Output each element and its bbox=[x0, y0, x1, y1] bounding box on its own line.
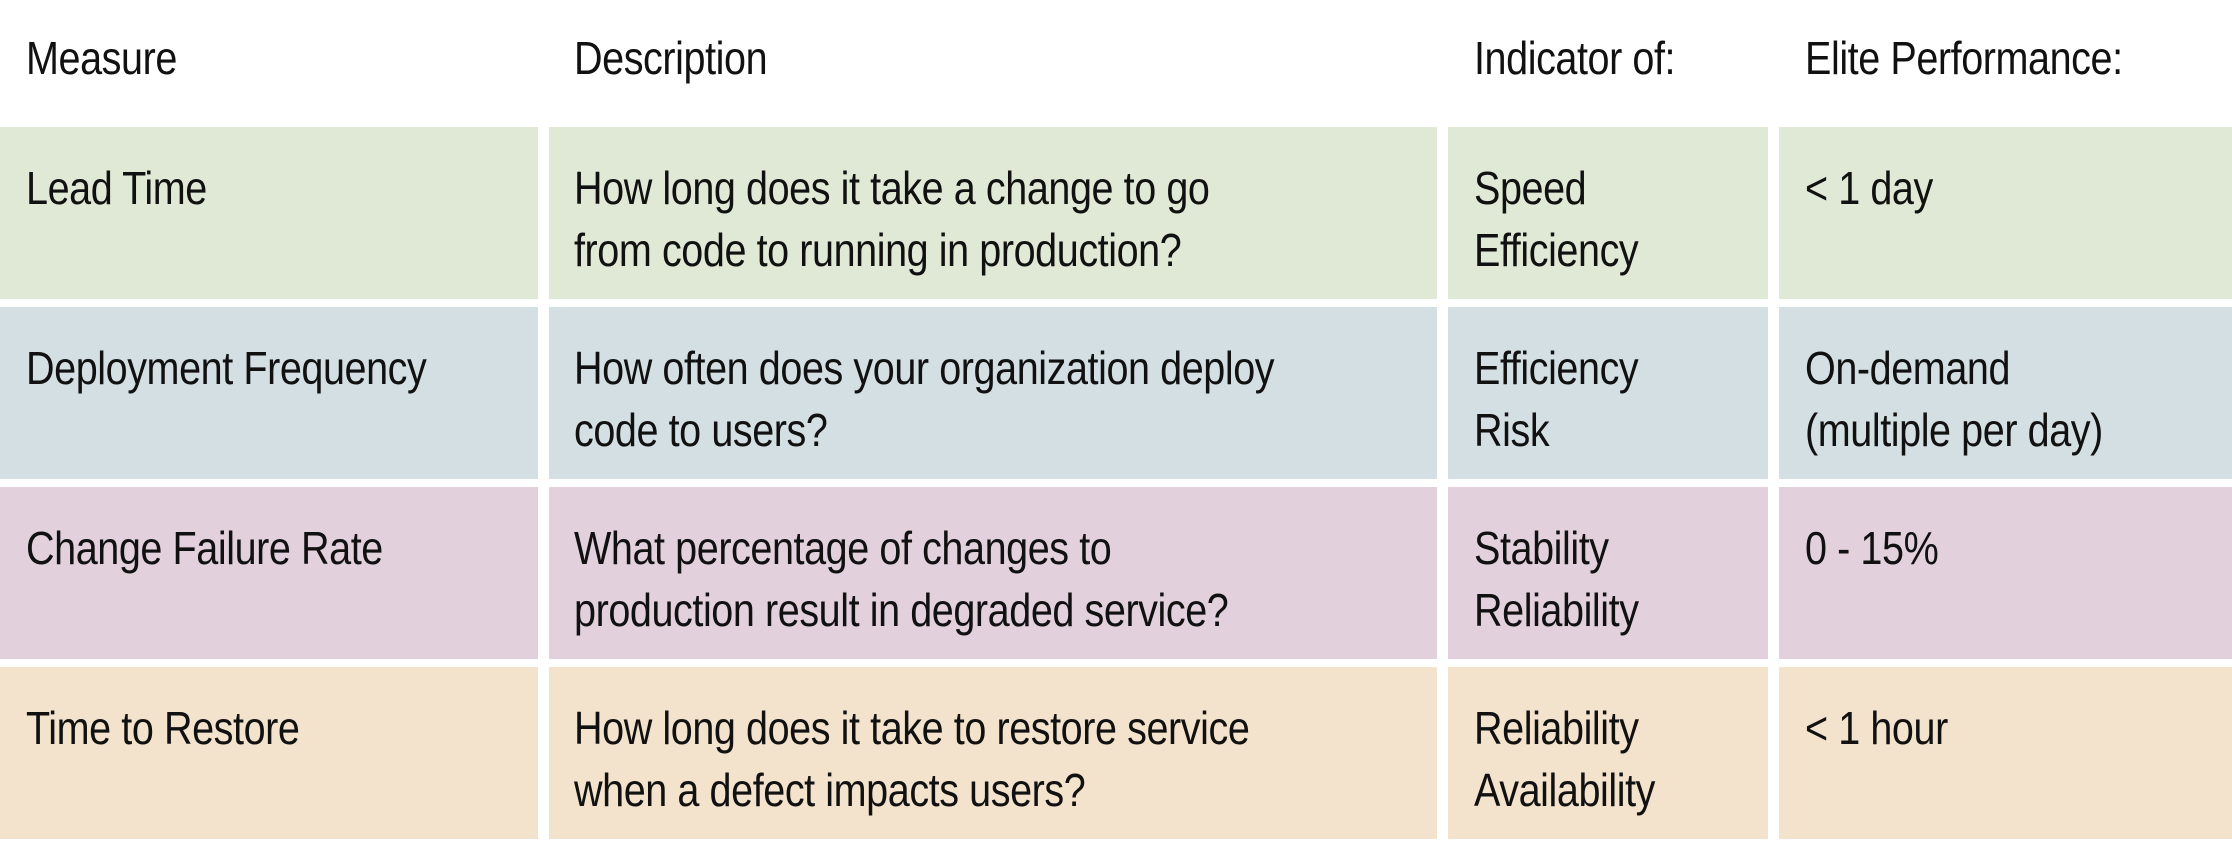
cell-measure: Deployment Frequency bbox=[0, 307, 538, 479]
table-row: Lead Time How long does it take a change… bbox=[0, 127, 2232, 299]
indicator-line: Efficiency bbox=[1474, 224, 1639, 276]
measure-label: Lead Time bbox=[26, 162, 207, 214]
cell-indicator: Stability Reliability bbox=[1448, 487, 1768, 659]
cell-elite-performance: 0 - 15% bbox=[1779, 487, 2232, 659]
cell-measure: Time to Restore bbox=[0, 667, 538, 839]
cell-description: What percentage of changes to production… bbox=[549, 487, 1437, 659]
elite-line: 0 - 15% bbox=[1805, 522, 1939, 574]
elite-text: 0 - 15% bbox=[1805, 517, 1939, 579]
indicator-line: Reliability bbox=[1474, 702, 1639, 754]
elite-text: < 1 day bbox=[1805, 157, 1933, 219]
indicator-line: Risk bbox=[1474, 404, 1550, 456]
description-line: from code to running in production? bbox=[574, 224, 1182, 276]
table-header-row: Measure Description Indicator of: Elite … bbox=[0, 0, 2232, 126]
elite-line: On-demand bbox=[1805, 342, 2011, 394]
elite-text: < 1 hour bbox=[1805, 697, 1948, 759]
elite-text: On-demand (multiple per day) bbox=[1805, 337, 2103, 461]
indicator-line: Availability bbox=[1474, 764, 1656, 816]
cell-indicator: Efficiency Risk bbox=[1448, 307, 1768, 479]
cell-description: How long does it take to restore service… bbox=[549, 667, 1437, 839]
indicator-text: Efficiency Risk bbox=[1474, 337, 1639, 461]
indicator-text: Reliability Availability bbox=[1474, 697, 1655, 821]
cell-measure: Lead Time bbox=[0, 127, 538, 299]
header-indicator: Indicator of: bbox=[1474, 32, 1676, 84]
description-text: How long does it take a change to go fro… bbox=[574, 157, 1210, 281]
measure-label: Deployment Frequency bbox=[26, 342, 427, 394]
cell-measure: Change Failure Rate bbox=[0, 487, 538, 659]
description-line: How long does it take to restore service bbox=[574, 702, 1250, 754]
cell-elite-performance: < 1 day bbox=[1779, 127, 2232, 299]
indicator-line: Stability bbox=[1474, 522, 1609, 574]
header-elite-performance: Elite Performance: bbox=[1805, 32, 2123, 84]
table-row: Time to Restore How long does it take to… bbox=[0, 667, 2232, 839]
indicator-text: Stability Reliability bbox=[1474, 517, 1639, 641]
description-line: How long does it take a change to go bbox=[574, 162, 1210, 214]
elite-line: < 1 day bbox=[1805, 162, 1933, 214]
indicator-text: Speed Efficiency bbox=[1474, 157, 1639, 281]
cell-description: How long does it take a change to go fro… bbox=[549, 127, 1437, 299]
description-line: What percentage of changes to bbox=[574, 522, 1112, 574]
cell-elite-performance: < 1 hour bbox=[1779, 667, 2232, 839]
indicator-line: Speed bbox=[1474, 162, 1587, 214]
description-line: code to users? bbox=[574, 404, 828, 456]
measure-label: Time to Restore bbox=[26, 702, 300, 754]
cell-indicator: Reliability Availability bbox=[1448, 667, 1768, 839]
description-text: What percentage of changes to production… bbox=[574, 517, 1229, 641]
indicator-line: Efficiency bbox=[1474, 342, 1639, 394]
cell-description: How often does your organization deploy … bbox=[549, 307, 1437, 479]
header-measure: Measure bbox=[26, 32, 177, 84]
description-line: when a defect impacts users? bbox=[574, 764, 1086, 816]
measure-label: Change Failure Rate bbox=[26, 522, 383, 574]
cell-elite-performance: On-demand (multiple per day) bbox=[1779, 307, 2232, 479]
table-row: Change Failure Rate What percentage of c… bbox=[0, 487, 2232, 659]
header-description: Description bbox=[574, 32, 768, 84]
cell-indicator: Speed Efficiency bbox=[1448, 127, 1768, 299]
description-line: How often does your organization deploy bbox=[574, 342, 1275, 394]
description-line: production result in degraded service? bbox=[574, 584, 1229, 636]
elite-line: (multiple per day) bbox=[1805, 404, 2103, 456]
elite-line: < 1 hour bbox=[1805, 702, 1948, 754]
table-row: Deployment Frequency How often does your… bbox=[0, 307, 2232, 479]
description-text: How long does it take to restore service… bbox=[574, 697, 1250, 821]
indicator-line: Reliability bbox=[1474, 584, 1639, 636]
description-text: How often does your organization deploy … bbox=[574, 337, 1275, 461]
